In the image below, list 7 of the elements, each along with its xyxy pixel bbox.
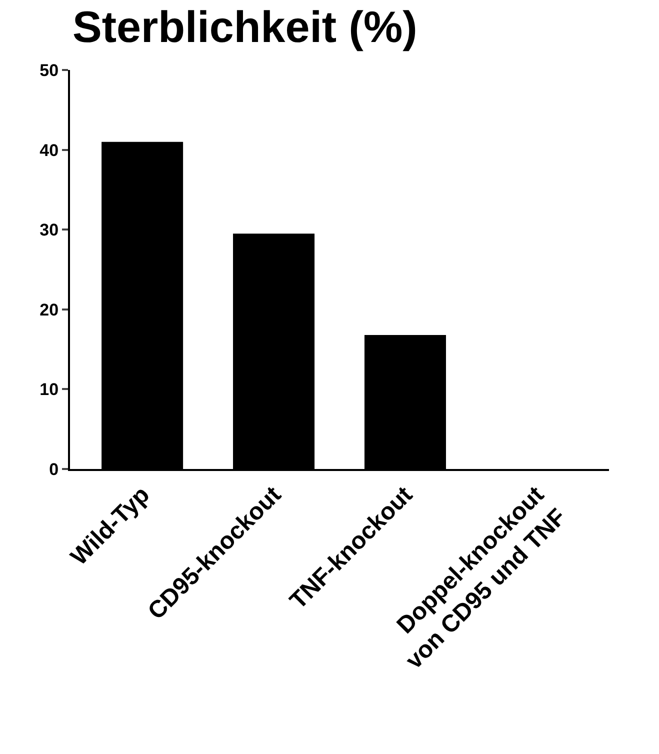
y-tick-label: 40: [40, 140, 59, 160]
y-tick-label: 0: [49, 460, 59, 479]
y-tick-label: 50: [40, 60, 59, 80]
chart-title: Sterblichkeit (%): [72, 3, 418, 52]
y-tick-label: 20: [40, 300, 59, 320]
y-tick-label: 30: [40, 220, 59, 240]
y-tick-label: 10: [40, 380, 59, 400]
